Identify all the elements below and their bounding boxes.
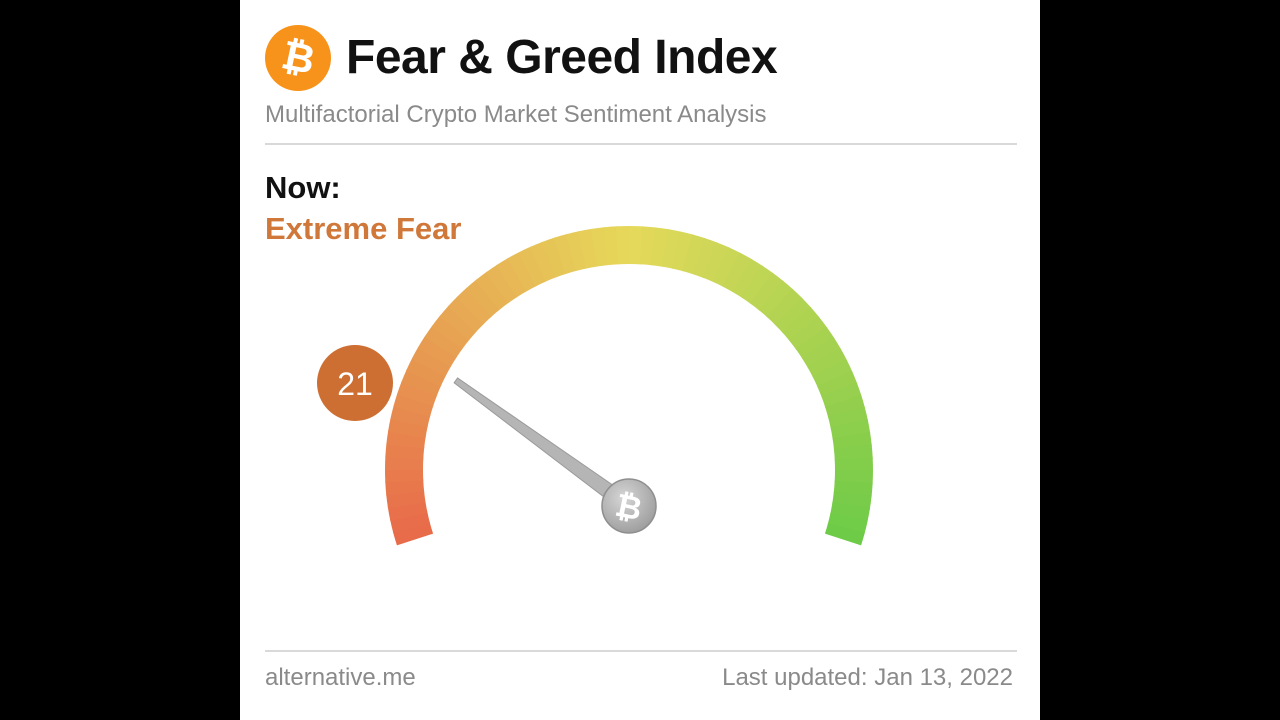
gauge-arc-segment <box>392 521 434 546</box>
gauge-arc-segment <box>386 489 426 509</box>
gauge-arc-segment <box>722 252 753 293</box>
gauge-arc-segment <box>827 406 869 429</box>
page-title: Fear & Greed Index <box>346 31 778 84</box>
gauge-arc-segment <box>671 231 694 272</box>
gauge-arc-segment <box>406 357 447 387</box>
sentiment-gauge: ₿ 21 <box>317 226 873 546</box>
gauge-arc-segment <box>417 335 458 368</box>
gauge-arc-segment <box>712 247 742 288</box>
gauge-arc-segment <box>801 337 842 369</box>
gauge-arc-segment <box>456 287 493 325</box>
gauge-arc-segment <box>465 279 501 317</box>
gauge-arc-segment <box>833 444 873 461</box>
gauge-arc-segment <box>682 234 707 275</box>
gauge-arc-segment <box>388 417 428 438</box>
gauge-arc-segment <box>424 325 464 358</box>
page-subtitle: Multifactorial Crypto Market Sentiment A… <box>265 101 767 128</box>
gauge-arc-segment <box>565 230 588 272</box>
gauge-arc-segment <box>475 271 510 310</box>
gauge-arc-segment <box>507 251 537 292</box>
gauge-arc-segment <box>390 405 431 428</box>
gauge-arc-segment <box>812 359 853 388</box>
gauge-arc-segment <box>431 315 470 350</box>
gauge-arc-segment <box>386 430 426 449</box>
gauge-arc-segment <box>702 242 730 283</box>
gauge-arc-segment <box>447 296 485 333</box>
gauge-arc-segment <box>821 382 862 408</box>
gauge-arc-segment <box>830 502 870 523</box>
gauge-arc-segment <box>741 265 774 305</box>
header-divider <box>265 143 1017 145</box>
gauge-arc-segment <box>385 479 425 496</box>
gauge-arc-segment <box>832 491 872 510</box>
gauge-arc-segment <box>393 392 434 417</box>
gauge-arc-segment <box>795 326 835 360</box>
gauge-value: 21 <box>337 366 373 402</box>
gauge-arc-segment <box>749 272 784 311</box>
value-badge <box>317 345 393 421</box>
gauge-arc-segment <box>774 297 812 334</box>
gauge-arc-segment <box>766 288 803 326</box>
gauge-arc-segment <box>518 246 547 287</box>
gauge-arc-segment <box>758 280 794 318</box>
gauge-arc-segment <box>830 419 871 440</box>
gauge-arc-segment <box>578 228 599 269</box>
gauge-arc-segment <box>661 229 682 269</box>
gauge-arc-segment <box>439 305 477 341</box>
gauge-arc-segment <box>387 500 428 521</box>
gauge-arc-segment <box>603 226 620 266</box>
gauge-arc-segment <box>817 370 858 398</box>
gauge-arc-segment <box>411 346 452 377</box>
gauge-arc-segment <box>692 237 719 279</box>
bitcoin-logo: ₿ <box>265 25 331 91</box>
gauge-arc-segment <box>639 226 657 266</box>
now-label: Now: <box>265 170 341 205</box>
gauge-arc-segment <box>385 442 425 460</box>
gauge-arc-segment <box>824 523 865 546</box>
gauge-arc-segment <box>832 431 872 451</box>
gauge-arc-segment <box>401 369 442 397</box>
gauge-arc-segment <box>529 241 557 282</box>
gauge-arc-segment <box>590 227 610 267</box>
sentiment-classification: Extreme Fear <box>265 211 462 246</box>
gauge-arc <box>385 226 873 546</box>
footer-divider <box>265 650 1017 652</box>
gauge-arc-segment <box>541 237 567 278</box>
gauge-arc-segment <box>833 480 873 498</box>
gauge-arc-segment <box>824 394 866 419</box>
gauge-arc-segment <box>731 258 764 299</box>
fear-greed-card: ₿ Fear & Greed Index Multifactorial Cryp… <box>240 0 1040 720</box>
gauge-arc-segment <box>553 233 578 275</box>
gauge-arc-segment <box>650 227 669 267</box>
gauge-arc-segment <box>396 380 438 407</box>
source-link[interactable]: alternative.me <box>265 664 416 691</box>
gauge-arc-segment <box>827 512 868 535</box>
gauge-arc-segment <box>782 306 820 342</box>
gauge-arc-segment <box>807 348 848 378</box>
gauge-arc-segment <box>485 264 519 304</box>
gauge-arc-segment <box>389 511 431 534</box>
gauge-arc-segment <box>496 257 528 298</box>
gauge-hub <box>601 478 657 534</box>
last-updated: Last updated: Jan 13, 2022 <box>722 664 1013 691</box>
gauge-arc-segment <box>789 316 828 351</box>
